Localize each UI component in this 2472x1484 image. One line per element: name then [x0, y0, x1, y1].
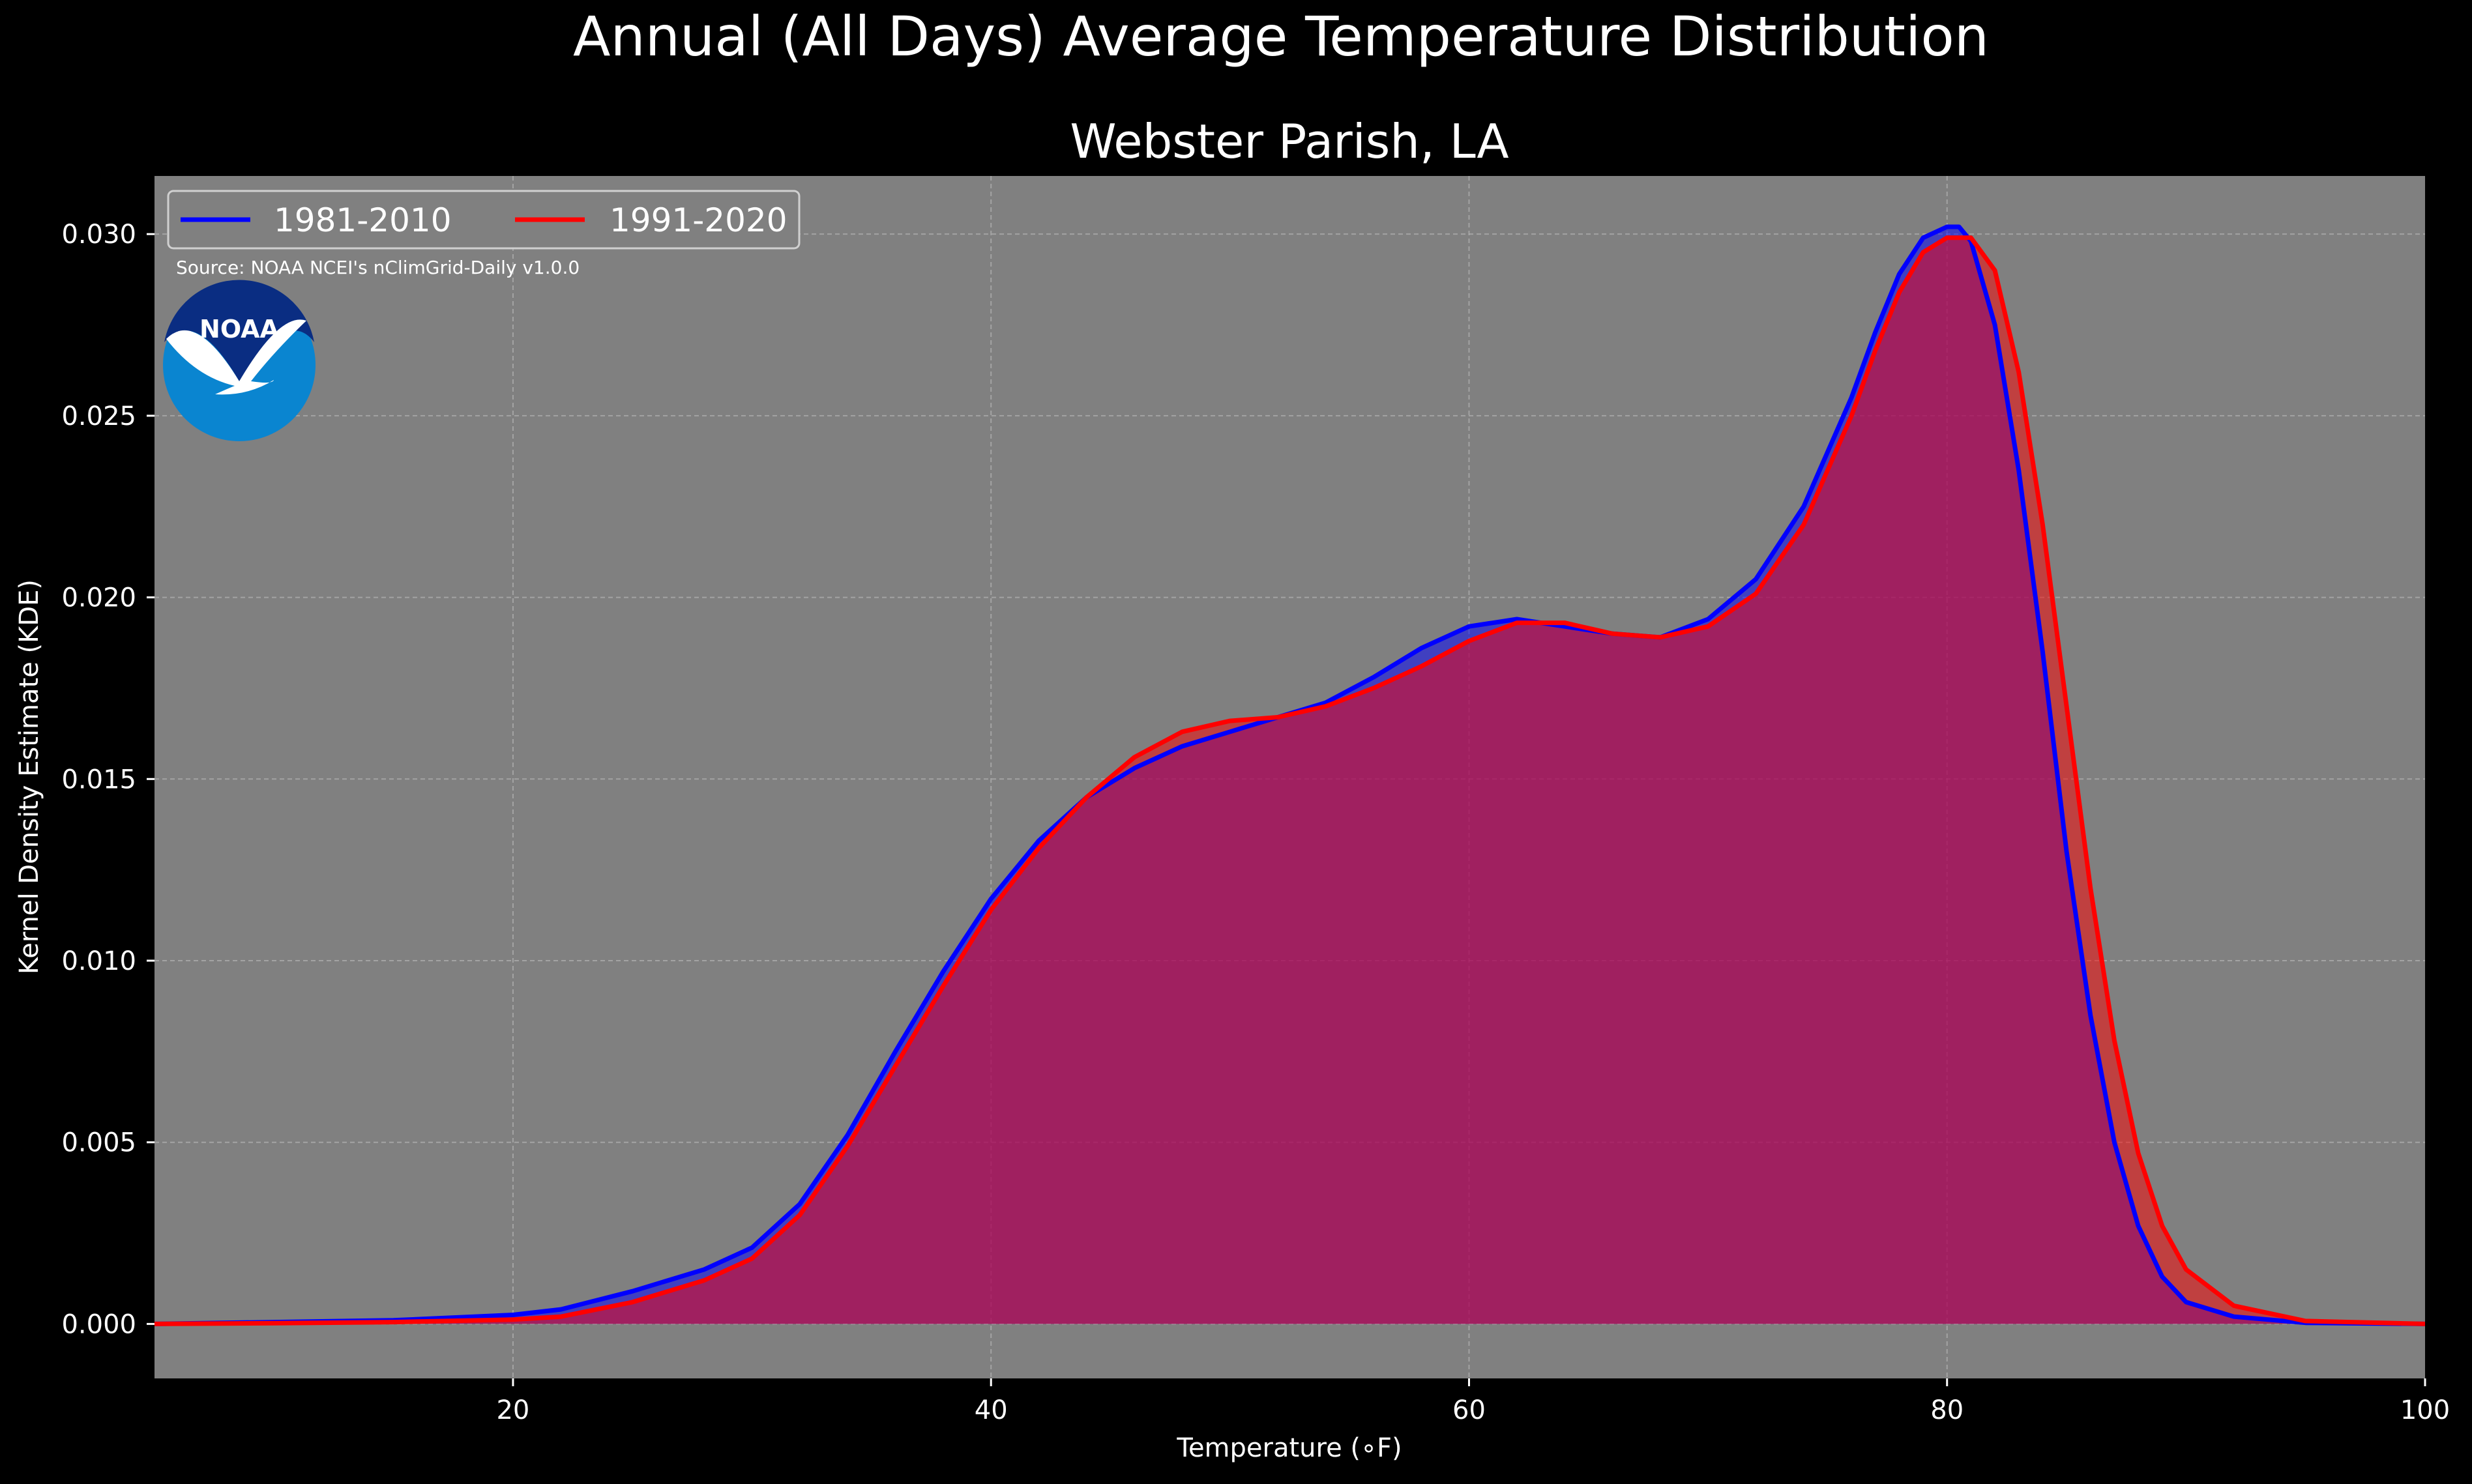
- source-note: Source: NOAA NCEI's nClimGrid-Daily v1.0…: [176, 257, 580, 278]
- legend-box: [167, 190, 801, 250]
- legend-label-1981-2010: 1981-2010: [274, 201, 452, 239]
- y-tick-label: 0.015: [61, 764, 136, 794]
- y-tick-label: 0.025: [61, 401, 136, 431]
- x-tick-label: 100: [2400, 1395, 2450, 1425]
- area-fill-1991-2020: [154, 237, 2425, 1324]
- noaa-logo-top: [164, 280, 314, 381]
- legend: 1981-2010 1991-2020: [167, 190, 801, 250]
- y-tick-label: 0.020: [61, 583, 136, 613]
- series-line-1991-2020: [154, 235, 2425, 1326]
- noaa-logo: NOAA: [163, 280, 316, 441]
- noaa-logo-text: NOAA: [199, 315, 279, 343]
- figure-suptitle: Annual (All Days) Average Temperature Di…: [573, 5, 1989, 68]
- x-tick-label: 80: [1930, 1395, 1964, 1425]
- y-tick-label: 0.010: [61, 946, 136, 976]
- x-tick-label: 20: [496, 1395, 529, 1425]
- legend-label-1991-2020: 1991-2020: [610, 201, 787, 239]
- series-line-1981-2010: [154, 224, 2425, 1326]
- density-fills: [154, 227, 2425, 1324]
- density-lines: [154, 224, 2425, 1326]
- y-tick-label: 0.005: [61, 1128, 136, 1158]
- y-tick-label: 0.000: [61, 1309, 136, 1339]
- x-axis-label: Temperature (∘F): [1176, 1433, 1402, 1463]
- axis-ticks: 20 40 60 80 100 0.000 0.005 0.010 0.015 0.020 0.02…: [61, 220, 2450, 1425]
- x-tick-label: 60: [1452, 1395, 1486, 1425]
- y-tick-label: 0.030: [61, 220, 136, 250]
- chart-title: Webster Parish, LA: [1070, 114, 1508, 169]
- noaa-logo-gull: [166, 319, 306, 395]
- y-axis-label: Kernel Density Estimate (KDE): [14, 579, 44, 974]
- x-tick-label: 40: [975, 1395, 1008, 1425]
